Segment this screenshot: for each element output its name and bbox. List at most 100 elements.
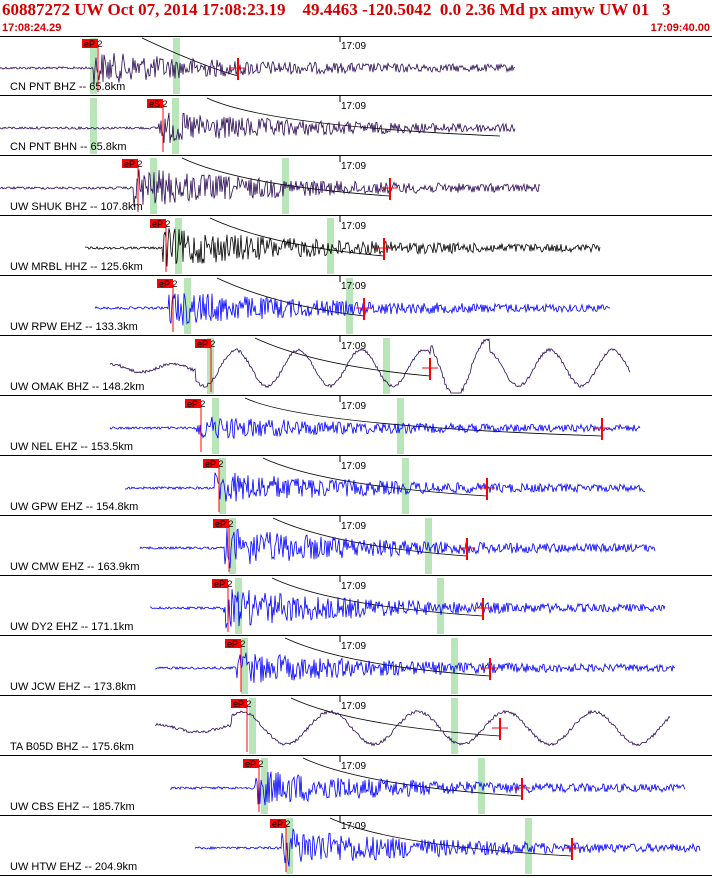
pick-label-box — [122, 159, 138, 168]
trace-panel[interactable]: 17:09 eP 2 UW CBS EHZ -- 185.7km — [0, 756, 712, 816]
pick-label-box — [243, 759, 259, 768]
event-title: 60887272 UW Oct 07, 2014 17:08:23.19 49.… — [2, 0, 671, 19]
phase-window-band — [229, 518, 236, 574]
travel-time-curve — [209, 217, 385, 257]
minute-label: 17:09 — [341, 581, 366, 592]
phase-window-band — [397, 398, 404, 454]
phase-window-band — [327, 218, 334, 274]
pick-label: eP 2 — [227, 639, 245, 649]
phase-window-band — [346, 278, 353, 334]
trace-panel[interactable]: 17:09 eP 2 UW NEL EHZ -- 153.5km — [0, 396, 712, 456]
event-header: 60887272 UW Oct 07, 2014 17:08:23.19 49.… — [0, 0, 712, 36]
minute-label: 17:09 — [341, 761, 366, 772]
trace-panel[interactable]: 17:09 eP 2 UW MRBL HHZ -- 125.6km — [0, 216, 712, 276]
waveform-trace — [194, 828, 701, 867]
trace-panel[interactable]: 17:09 eP 2 CN PNT BHZ -- 65.8km — [0, 36, 712, 96]
pick-label-box — [147, 99, 163, 108]
travel-time-curve — [290, 697, 501, 737]
travel-time-curve — [329, 817, 573, 857]
minute-label: 17:09 — [341, 281, 366, 292]
minute-label: 17:09 — [341, 161, 366, 172]
trace-panel[interactable]: 17:09 eP 2 UW RPW EHZ -- 133.3km — [0, 276, 712, 336]
waveform-trace — [0, 53, 515, 85]
travel-time-curve — [216, 277, 365, 317]
minute-label: 17:09 — [341, 401, 366, 412]
minute-label: 17:09 — [341, 521, 366, 532]
waveform-trace — [0, 169, 541, 207]
pick-label: eP 2 — [214, 579, 232, 589]
travel-time-curve — [271, 577, 484, 617]
pick-label: eP 2 — [272, 819, 290, 829]
station-label: UW SHUK BHZ -- 107.8km — [10, 201, 143, 213]
station-label: TA B05D BHZ -- 175.6km — [10, 741, 134, 753]
pick-label-box — [225, 639, 241, 648]
station-label: UW RPW EHZ -- 133.3km — [10, 321, 138, 333]
phase-window-band — [451, 698, 458, 754]
travel-time-curve — [244, 397, 603, 437]
station-label: UW JCW EHZ -- 173.8km — [10, 681, 136, 693]
phase-window-band — [90, 98, 97, 154]
trace-panel[interactable]: 17:09 eP 2 UW GPW EHZ -- 154.8km — [0, 456, 712, 516]
pick-label-box — [185, 399, 201, 408]
trace-panel[interactable]: 17:09 eP 2 UW SHUK BHZ -- 107.8km — [0, 156, 712, 216]
trace-panel[interactable]: 17:09 eP 2 UW HTW EHZ -- 204.9km — [0, 816, 712, 876]
pick-label-box — [82, 39, 98, 48]
seismogram-record-section[interactable]: 17:09 eP 2 CN PNT BHZ -- 65.8km 17:09 eS 2 CN… — [0, 36, 712, 878]
phase-window-band — [249, 698, 256, 754]
pick-label-box — [157, 279, 173, 288]
phase-window-band — [261, 758, 268, 814]
waveform-trace — [0, 112, 516, 144]
waveform-trace — [94, 293, 611, 326]
travel-time-curve — [254, 337, 431, 377]
travel-time-curve — [181, 157, 391, 197]
pick-label-box — [212, 579, 228, 588]
station-label: CN PNT BHN -- 65.8km — [10, 141, 127, 153]
waveform-trace — [149, 589, 666, 629]
trace-panel[interactable]: 17:09 eP 2 TA B05D BHZ -- 175.6km — [0, 696, 712, 756]
station-label: UW GPW EHZ -- 154.8km — [10, 501, 138, 513]
phase-window-band — [90, 38, 97, 94]
waveform-trace — [169, 771, 686, 806]
trace-panel[interactable]: 17:09 eP 2 UW OMAK BHZ -- 148.2km — [0, 336, 712, 396]
phase-window-band — [219, 458, 226, 514]
pick-label: eP 2 — [187, 399, 205, 409]
waveform-trace — [109, 416, 641, 439]
travel-time-curve — [141, 37, 239, 77]
station-label: UW CBS EHZ -- 185.7km — [10, 801, 135, 813]
pick-label-box — [213, 519, 229, 528]
phase-window-band — [437, 578, 444, 634]
minute-label: 17:09 — [341, 221, 366, 232]
phase-window-band — [383, 338, 390, 394]
pick-label: eP 2 — [215, 519, 233, 529]
trace-panel[interactable]: 17:09 eP 2 UW CMW EHZ -- 163.9km — [0, 516, 712, 576]
pick-label: eP 2 — [245, 759, 263, 769]
pick-label: eP 2 — [197, 339, 215, 349]
pick-label: eP 2 — [84, 39, 102, 49]
phase-window-band — [451, 638, 458, 694]
pick-label-box — [203, 459, 219, 468]
waveform-trace — [85, 228, 601, 267]
waveform-trace — [124, 472, 646, 502]
window-start-time: 17:08:24.29 — [2, 22, 62, 34]
trace-panel[interactable]: 17:09 eP 2 UW DY2 EHZ -- 171.1km — [0, 576, 712, 636]
phase-window-band — [478, 758, 485, 814]
pick-label: eP 2 — [152, 219, 170, 229]
phase-window-band — [402, 458, 409, 514]
phase-window-band — [184, 278, 191, 334]
trace-panel[interactable]: 17:09 eP 2 UW JCW EHZ -- 173.8km — [0, 636, 712, 696]
minute-label: 17:09 — [341, 101, 366, 112]
minute-label: 17:09 — [341, 41, 366, 52]
pick-label: eP 2 — [124, 159, 142, 169]
phase-window-band — [241, 638, 248, 694]
travel-time-curve — [284, 637, 491, 677]
travel-time-curve — [302, 757, 523, 797]
phase-window-band — [173, 38, 180, 94]
pick-label-box — [231, 699, 247, 708]
station-label: UW CMW EHZ -- 163.9km — [10, 561, 140, 573]
travel-time-curve — [206, 97, 501, 137]
minute-label: 17:09 — [341, 821, 366, 832]
trace-panel[interactable]: 17:09 eS 2 CN PNT BHN -- 65.8km — [0, 96, 712, 156]
pick-label: eP 2 — [205, 459, 223, 469]
window-end-time: 17:09:40.00 — [650, 22, 710, 34]
minute-label: 17:09 — [341, 641, 366, 652]
